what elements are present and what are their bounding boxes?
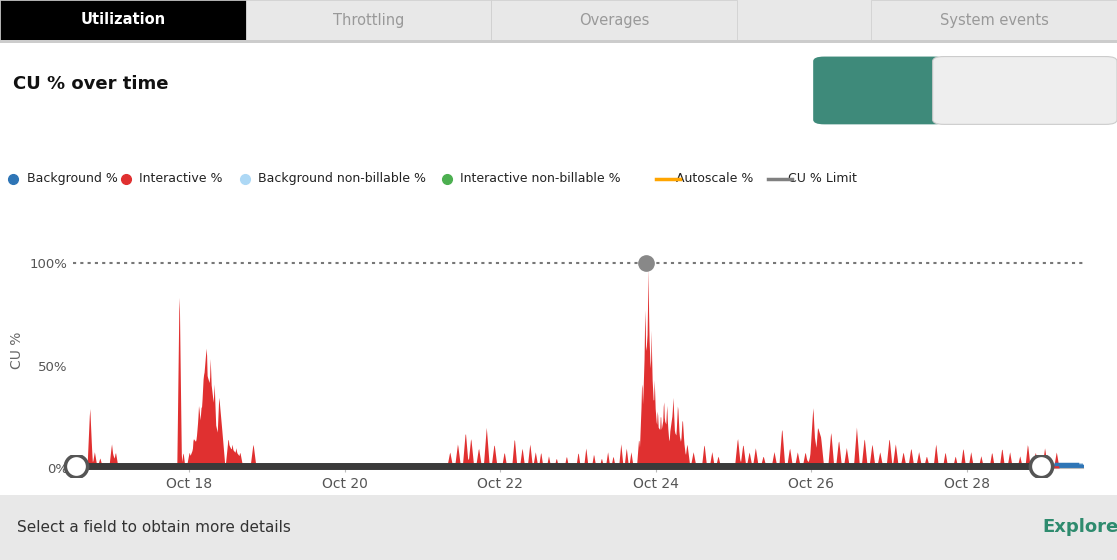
Text: Linear: Linear [855,83,904,97]
Text: System events: System events [939,12,1049,27]
Text: Utilization: Utilization [80,12,165,27]
Text: CU % over time: CU % over time [13,74,169,92]
Text: Background non-billable %: Background non-billable % [258,172,426,185]
Text: Autoscale %: Autoscale % [676,172,753,185]
FancyBboxPatch shape [933,57,1117,124]
FancyBboxPatch shape [813,57,945,124]
Text: Logarithmic: Logarithmic [984,83,1066,97]
Text: Explore: Explore [1042,519,1117,536]
Text: Overages: Overages [579,12,650,27]
Bar [0,0,246,40]
Text: Interactive %: Interactive % [139,172,222,185]
Text: Throttling: Throttling [333,12,404,27]
Y-axis label: CU %: CU % [10,332,25,369]
Text: Select a field to obtain more details: Select a field to obtain more details [17,520,290,535]
Text: CU % Limit: CU % Limit [787,172,857,185]
Bar [871,0,1117,40]
Text: Interactive non-billable %: Interactive non-billable % [460,172,621,185]
Bar [246,0,491,40]
Bar [491,0,737,40]
Text: Background %: Background % [27,172,117,185]
